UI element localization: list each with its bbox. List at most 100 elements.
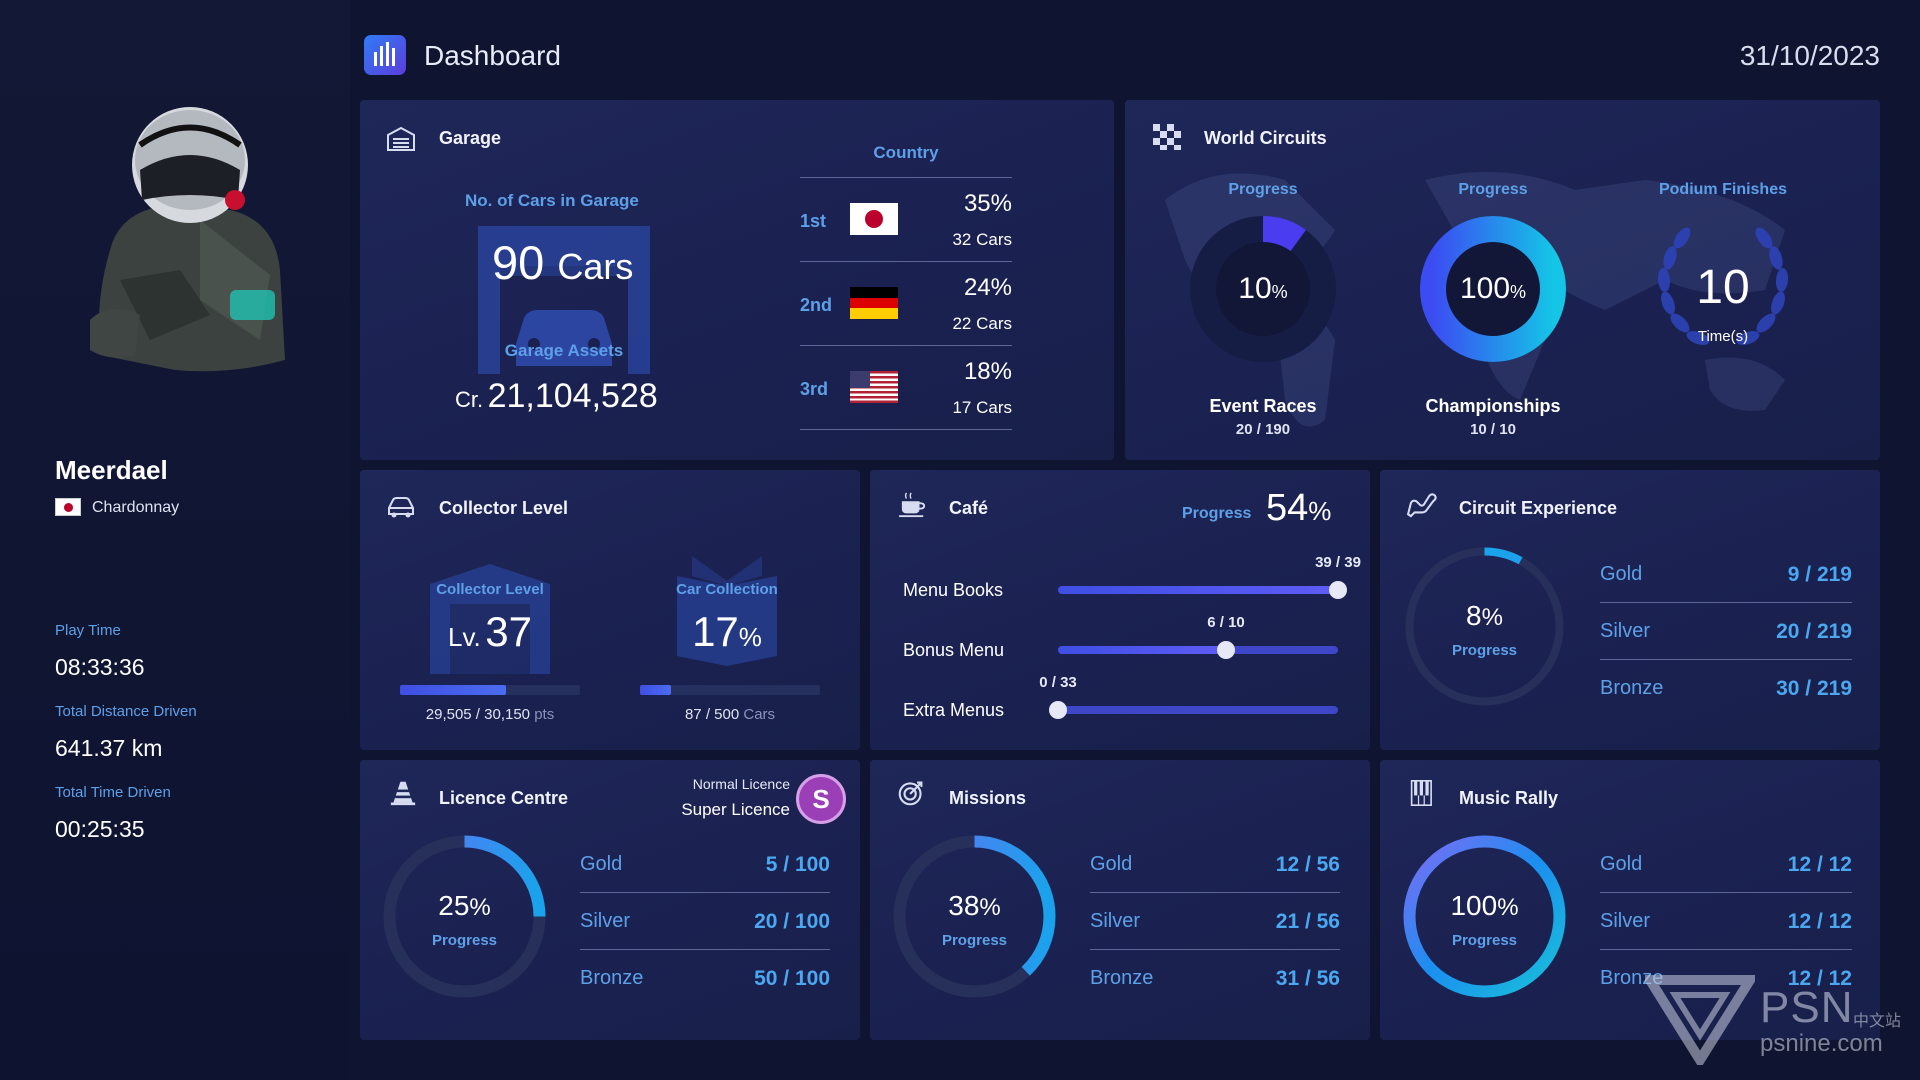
garage-icon <box>387 126 415 151</box>
country-3-pct: 18% <box>963 358 1012 385</box>
event-pct-unit: % <box>1271 282 1288 302</box>
championships-name: Championships <box>1425 396 1561 416</box>
header-date: 31/10/2023 <box>1739 40 1880 71</box>
missions-silver-value: 21 / 56 <box>1275 910 1340 933</box>
missions-progress-ring <box>893 835 1056 998</box>
cafe-panel[interactable]: Café Progress 54% Menu Books 39 / 39 Bon… <box>870 470 1370 750</box>
player-team: Chardonnay <box>92 499 180 516</box>
circuit-experience-panel[interactable]: Circuit Experience 8% Progress Gold 9 / … <box>1380 470 1880 750</box>
cars-count: 90 <box>492 236 545 289</box>
car-collection-bar <box>640 685 820 695</box>
assets-prefix: Cr. <box>455 387 484 412</box>
piano-keys-icon <box>1410 780 1432 806</box>
super-licence-badge-icon[interactable]: S <box>796 774 846 824</box>
rank-2nd: 2nd <box>800 295 833 315</box>
player-sidebar: Meerdael Chardonnay Play Time 08:33:36 T… <box>0 0 350 1080</box>
car-collection-value: 17 <box>692 608 739 655</box>
world-circuits-panel[interactable]: World Circuits Progress 10% Event Races … <box>1125 100 1880 460</box>
collector-title: Collector Level <box>439 498 569 518</box>
missions-gold-value: 12 / 56 <box>1275 853 1340 876</box>
japan-flag-icon <box>55 498 81 516</box>
car-collection-count: 87 / 500 <box>684 706 740 723</box>
circuit-title: Circuit Experience <box>1459 498 1618 518</box>
play-time-value: 08:33:36 <box>55 654 145 680</box>
country-header: Country <box>873 143 939 162</box>
garage-title: Garage <box>439 128 502 148</box>
licence-centre-panel[interactable]: Licence Centre Normal Licence Super Lice… <box>360 760 860 1040</box>
bonus-menu-count: 6 / 10 <box>1207 614 1245 631</box>
rank-3rd: 3rd <box>800 379 829 399</box>
cafe-progress-label: Progress <box>1182 505 1252 522</box>
missions-title: Missions <box>949 788 1027 808</box>
player-name: Meerdael <box>55 455 168 485</box>
event-races-name: Event Races <box>1209 396 1317 416</box>
licence-silver-label: Silver <box>580 910 631 932</box>
music-gold-value: 12 / 12 <box>1787 853 1852 876</box>
page-title: Dashboard <box>424 40 561 71</box>
psnine-watermark: PSN 中文站 psnine.com <box>1645 975 1915 1075</box>
garage-panel[interactable]: Garage No. of Cars in Garage 90 Cars Gar… <box>360 100 1114 460</box>
missions-panel[interactable]: Missions 38% Progress Gold 12 / 56 Silve… <box>870 760 1370 1040</box>
circuit-pct-unit: % <box>1481 604 1503 631</box>
music-rally-panel[interactable]: Music Rally 100% Progress Gold 12 / 12 S… <box>1380 760 1880 1040</box>
bonus-menu-knob[interactable] <box>1217 641 1235 659</box>
extra-menus-count: 0 / 33 <box>1039 674 1077 691</box>
collector-points-unit: pts <box>534 706 555 723</box>
podium-value: 10 <box>1696 261 1750 314</box>
bonus-menu-slider[interactable] <box>1058 641 1338 659</box>
extra-menus-knob[interactable] <box>1049 701 1067 719</box>
psnine-logo-icon <box>1645 975 1755 1065</box>
circuit-progress-ring <box>1405 547 1564 706</box>
car-collection-unit: % <box>738 622 762 652</box>
germany-flag-icon <box>850 287 898 319</box>
missions-progress-label: Progress <box>941 932 1008 949</box>
target-icon <box>898 781 923 806</box>
licence-pct-unit: % <box>469 894 491 921</box>
champ-pct: 100 <box>1459 272 1511 305</box>
country-1-cars: 32 Cars <box>952 230 1012 249</box>
licence-bronze-label: Bronze <box>580 967 644 989</box>
watermark-cn: 中文站 <box>1853 1013 1902 1030</box>
play-time-label: Play Time <box>55 622 121 639</box>
extra-menus-slider[interactable] <box>1049 701 1338 719</box>
circuit-bronze-value: 30 / 219 <box>1776 677 1852 700</box>
music-title: Music Rally <box>1459 788 1559 808</box>
circuit-bronze-label: Bronze <box>1600 677 1664 699</box>
licence-bronze-value: 50 / 100 <box>754 967 830 990</box>
distance-value: 641.37 km <box>55 735 163 761</box>
collector-level-bar <box>400 685 580 695</box>
bonus-menu-label: Bonus Menu <box>903 640 1005 660</box>
time-driven-label: Total Time Driven <box>55 784 171 801</box>
menu-books-slider[interactable] <box>1058 581 1347 599</box>
time-driven-value: 00:25:35 <box>55 816 145 842</box>
music-progress-ring <box>1403 835 1566 998</box>
music-pct-unit: % <box>1497 894 1519 921</box>
circuit-track-icon <box>1406 493 1437 518</box>
car-collection-count-unit: Cars <box>743 706 776 723</box>
podium-label: Podium Finishes <box>1658 181 1787 198</box>
cars-unit: Cars <box>557 246 634 287</box>
extra-menus-label: Extra Menus <box>903 700 1005 720</box>
collector-level-label: Collector Level <box>436 581 544 598</box>
event-progress-label: Progress <box>1228 181 1298 198</box>
missions-silver-label: Silver <box>1090 910 1141 932</box>
cafe-title: Café <box>949 498 989 518</box>
country-2-pct: 24% <box>963 274 1012 301</box>
circuit-pct: 8 <box>1466 600 1482 631</box>
event-pct: 10 <box>1238 272 1272 305</box>
missions-bronze-label: Bronze <box>1090 967 1154 989</box>
podium-unit: Time(s) <box>1697 328 1749 345</box>
licence-title: Licence Centre <box>439 788 569 808</box>
missions-gold-label: Gold <box>1090 853 1133 875</box>
menu-books-knob[interactable] <box>1329 581 1347 599</box>
circuit-gold-label: Gold <box>1600 563 1643 585</box>
licence-sub2: Super Licence <box>681 800 790 819</box>
event-races-ring <box>1190 216 1336 362</box>
watermark-brand: PSN <box>1760 983 1854 1032</box>
missions-pct: 38 <box>948 890 980 921</box>
licence-gold-label: Gold <box>580 853 623 875</box>
music-bronze-value: 12 / 12 <box>1787 967 1852 990</box>
collector-level-panel[interactable]: Collector Level Collector Level Lv. 37 2… <box>360 470 860 750</box>
menu-books-count: 39 / 39 <box>1315 554 1361 571</box>
championships-ring <box>1420 216 1566 362</box>
